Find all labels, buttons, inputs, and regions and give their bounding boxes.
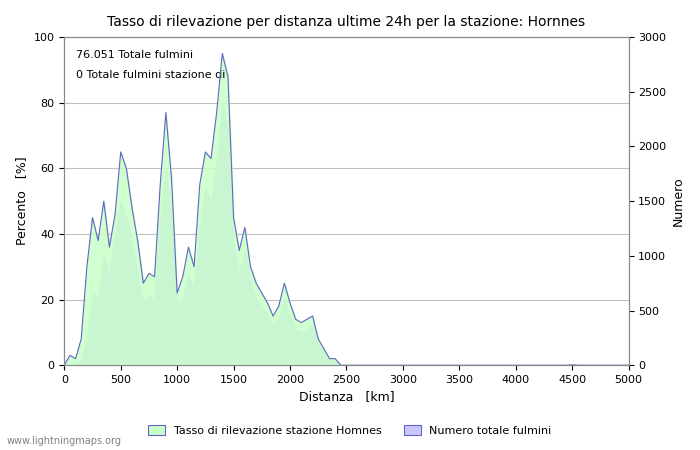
Y-axis label: Percento   [%]: Percento [%] (15, 157, 28, 246)
X-axis label: Distanza   [km]: Distanza [km] (299, 391, 394, 404)
Legend: Tasso di rilevazione stazione Homnes, Numero totale fulmini: Tasso di rilevazione stazione Homnes, Nu… (144, 420, 556, 440)
Title: Tasso di rilevazione per distanza ultime 24h per la stazione: Hornnes: Tasso di rilevazione per distanza ultime… (107, 15, 585, 29)
Y-axis label: Numero: Numero (672, 176, 685, 226)
Text: 76.051 Totale fulmini: 76.051 Totale fulmini (76, 50, 192, 60)
Text: 0 Totale fulmini stazione di: 0 Totale fulmini stazione di (76, 70, 225, 80)
Text: www.lightningmaps.org: www.lightningmaps.org (7, 436, 122, 446)
